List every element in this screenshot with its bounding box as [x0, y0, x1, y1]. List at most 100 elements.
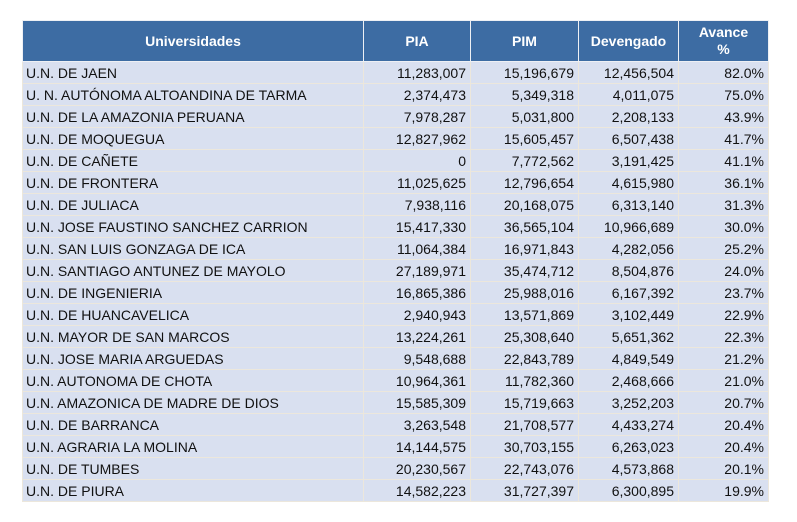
cell-pia: 2,374,473	[363, 83, 471, 106]
table-row: U.N. DE JULIACA 7,938,116 20,168,075 6,313,…	[22, 193, 769, 216]
cell-devengado: 10,966,689	[578, 215, 679, 238]
table-row: U.N. DE HUANCAVELICA 2,940,943 13,571,869 3…	[22, 303, 769, 326]
cell-pia: 7,938,116	[363, 193, 471, 216]
cell-pim: 22,843,789	[470, 347, 579, 370]
cell-avance: 23.7%	[678, 281, 769, 304]
cell-university: U.N. JOSE MARIA ARGUEDAS	[22, 347, 364, 370]
cell-university: U.N. DE CAÑETE	[22, 149, 364, 172]
cell-pim: 7,772,562	[470, 149, 579, 172]
cell-devengado: 4,573,868	[578, 457, 679, 480]
cell-pia: 11,283,007	[363, 61, 471, 84]
header-universidades: Universidades	[22, 20, 364, 62]
cell-pim: 15,196,679	[470, 61, 579, 84]
table-row: U.N. DE PIURA 14,582,223 31,727,397 6,300,8…	[22, 479, 769, 502]
table-row: U.N. AUTONOMA DE CHOTA 10,964,361 11,782,3…	[22, 369, 769, 392]
cell-avance: 20.4%	[678, 435, 769, 458]
cell-avance: 21.0%	[678, 369, 769, 392]
cell-avance: 75.0%	[678, 83, 769, 106]
cell-devengado: 4,615,980	[578, 171, 679, 194]
universities-budget-table: Universidades PIA PIM Devengado Avance %…	[22, 20, 769, 502]
cell-university: U.N. DE LA AMAZONIA PERUANA	[22, 105, 364, 128]
cell-devengado: 8,504,876	[578, 259, 679, 282]
cell-pim: 12,796,654	[470, 171, 579, 194]
cell-pim: 16,971,843	[470, 237, 579, 260]
cell-university: U.N. AUTONOMA DE CHOTA	[22, 369, 364, 392]
cell-university: U.N. DE INGENIERIA	[22, 281, 364, 304]
cell-avance: 41.1%	[678, 149, 769, 172]
cell-avance: 24.0%	[678, 259, 769, 282]
cell-pia: 14,144,575	[363, 435, 471, 458]
cell-avance: 82.0%	[678, 61, 769, 84]
cell-pia: 10,964,361	[363, 369, 471, 392]
cell-pim: 30,703,155	[470, 435, 579, 458]
cell-devengado: 5,651,362	[578, 325, 679, 348]
cell-avance: 43.9%	[678, 105, 769, 128]
cell-pim: 31,727,397	[470, 479, 579, 502]
cell-university: U.N. DE TUMBES	[22, 457, 364, 480]
cell-university: U.N. JOSE FAUSTINO SANCHEZ CARRION	[22, 215, 364, 238]
table-row: U.N. DE FRONTERA 11,025,625 12,796,654 4,61…	[22, 171, 769, 194]
cell-pia: 15,585,309	[363, 391, 471, 414]
cell-devengado: 6,167,392	[578, 281, 679, 304]
cell-pim: 36,565,104	[470, 215, 579, 238]
cell-university: U.N. DE HUANCAVELICA	[22, 303, 364, 326]
cell-pia: 7,978,287	[363, 105, 471, 128]
cell-pia: 11,064,384	[363, 237, 471, 260]
cell-university: U.N. DE BARRANCA	[22, 413, 364, 436]
cell-devengado: 3,191,425	[578, 149, 679, 172]
header-devengado: Devengado	[578, 20, 679, 62]
cell-avance: 20.1%	[678, 457, 769, 480]
table-row: U.N. JOSE FAUSTINO SANCHEZ CARRION 15,417…	[22, 215, 769, 238]
cell-avance: 20.4%	[678, 413, 769, 436]
cell-pim: 5,349,318	[470, 83, 579, 106]
cell-devengado: 4,282,056	[578, 237, 679, 260]
cell-pim: 11,782,360	[470, 369, 579, 392]
cell-pim: 35,474,712	[470, 259, 579, 282]
cell-avance: 22.3%	[678, 325, 769, 348]
cell-pia: 15,417,330	[363, 215, 471, 238]
cell-university: U.N. AGRARIA LA MOLINA	[22, 435, 364, 458]
cell-pia: 11,025,625	[363, 171, 471, 194]
table-row: U.N. AMAZONICA DE MADRE DE DIOS 15,585,30…	[22, 391, 769, 414]
cell-devengado: 3,102,449	[578, 303, 679, 326]
cell-devengado: 4,433,274	[578, 413, 679, 436]
cell-avance: 22.9%	[678, 303, 769, 326]
table-row: U.N. DE CAÑETE 0 7,772,562 3,191,425 41.1%	[22, 149, 769, 172]
cell-devengado: 6,300,895	[578, 479, 679, 502]
cell-pim: 15,719,663	[470, 391, 579, 414]
cell-university: U.N. MAYOR DE SAN MARCOS	[22, 325, 364, 348]
cell-university: U. N. AUTÓNOMA ALTOANDINA DE TARMA	[22, 83, 364, 106]
cell-devengado: 6,313,140	[578, 193, 679, 216]
table-row: U.N. DE LA AMAZONIA PERUANA 7,978,287 5,03…	[22, 105, 769, 128]
cell-university: U.N. DE JULIACA	[22, 193, 364, 216]
table-row: U.N. DE MOQUEGUA 12,827,962 15,605,457 6,50…	[22, 127, 769, 150]
cell-pim: 13,571,869	[470, 303, 579, 326]
cell-university: U.N. DE JAEN	[22, 61, 364, 84]
cell-university: U.N. SANTIAGO ANTUNEZ DE MAYOLO	[22, 259, 364, 282]
table-row: U.N. AGRARIA LA MOLINA 14,144,575 30,703,1…	[22, 435, 769, 458]
cell-pia: 16,865,386	[363, 281, 471, 304]
cell-avance: 36.1%	[678, 171, 769, 194]
table-row: U.N. DE INGENIERIA 16,865,386 25,988,016 6,…	[22, 281, 769, 304]
header-row: Universidades PIA PIM Devengado Avance %	[22, 20, 769, 62]
cell-avance: 31.3%	[678, 193, 769, 216]
header-pim: PIM	[470, 20, 579, 62]
table-row: U.N. JOSE MARIA ARGUEDAS 9,548,688 22,843,…	[22, 347, 769, 370]
cell-devengado: 6,507,438	[578, 127, 679, 150]
cell-pim: 15,605,457	[470, 127, 579, 150]
cell-devengado: 2,208,133	[578, 105, 679, 128]
cell-pia: 0	[363, 149, 471, 172]
cell-pim: 25,308,640	[470, 325, 579, 348]
cell-pia: 2,940,943	[363, 303, 471, 326]
cell-devengado: 12,456,504	[578, 61, 679, 84]
cell-pia: 14,582,223	[363, 479, 471, 502]
cell-pia: 3,263,548	[363, 413, 471, 436]
cell-devengado: 6,263,023	[578, 435, 679, 458]
table-row: U.N. SAN LUIS GONZAGA DE ICA 11,064,384 16…	[22, 237, 769, 260]
cell-pia: 13,224,261	[363, 325, 471, 348]
cell-pia: 12,827,962	[363, 127, 471, 150]
cell-devengado: 2,468,666	[578, 369, 679, 392]
cell-pim: 21,708,577	[470, 413, 579, 436]
cell-devengado: 4,849,549	[578, 347, 679, 370]
table-row: U.N. DE TUMBES 20,230,567 22,743,076 4,573,…	[22, 457, 769, 480]
